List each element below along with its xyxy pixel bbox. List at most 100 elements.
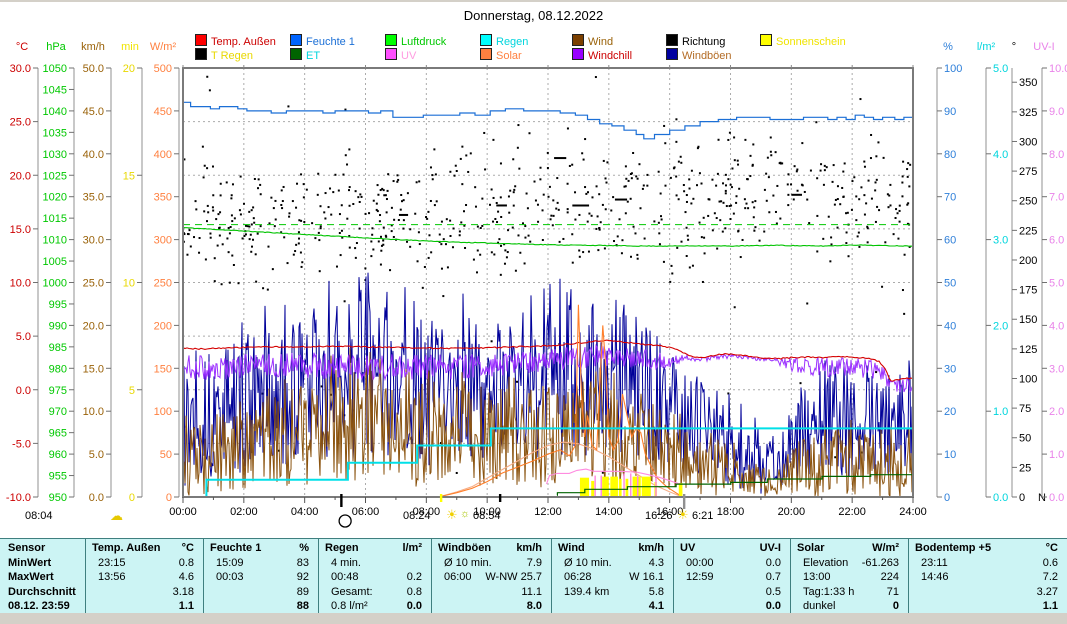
svg-text:5: 5 [129,385,135,397]
svg-text:00:00: 00:00 [169,506,197,518]
row-label: MaxWert [8,571,54,583]
svg-text:hPa: hPa [46,41,66,53]
svg-text:1035: 1035 [43,127,67,139]
day-extra-time: 6:21 [692,510,713,522]
svg-text:15.0: 15.0 [83,363,104,375]
unit-headers: °ChPakm/hminW/m²%l/m²°UV-I [16,41,1055,53]
svg-text:275: 275 [1019,166,1037,178]
cell-value: 7.2 [908,571,1058,583]
svg-text:985: 985 [49,342,67,354]
cell-value: 11.1 [431,586,542,598]
column-unit: km/h [551,542,664,554]
svg-text:225: 225 [1019,225,1037,237]
svg-text:75: 75 [1019,403,1031,415]
svg-text:04:00: 04:00 [291,506,319,518]
axis-: 0N25507510012515017520022525027530032535… [1012,68,1046,504]
svg-text:5.0: 5.0 [1049,278,1064,290]
column-unit: °C [908,542,1058,554]
axis-Wm: 050100150200250300350400450500 [154,63,179,504]
column-unit: °C [85,542,194,554]
svg-text:40.0: 40.0 [83,149,104,161]
svg-text:5.0: 5.0 [16,331,31,343]
svg-text:5.0: 5.0 [993,63,1008,75]
cell-value: 92 [203,571,309,583]
svg-text:15: 15 [123,170,135,182]
cell-value: 0 [790,600,899,612]
svg-text:1025: 1025 [43,170,67,182]
axis-min: 05101520 [123,63,142,504]
svg-text:1015: 1015 [43,213,67,225]
twilight-icon: ☼ [460,508,470,521]
stats-table: Sensor MinWert MaxWert Durchschnitt 08.12. 2… [0,538,1067,615]
svg-text:500: 500 [154,63,172,75]
svg-text:km/h: km/h [81,41,105,53]
svg-text:50: 50 [1019,433,1031,445]
weather-cloud-icon: ☁ [110,509,123,522]
weather-chart: -10.0-5.00.05.010.015.020.025.030.095095… [0,0,1067,624]
svg-text:30: 30 [944,363,956,375]
svg-text:50: 50 [160,449,172,461]
cell-value: 0.8 [85,557,194,569]
row-label: MinWert [8,557,51,569]
svg-text:°C: °C [16,41,28,53]
svg-text:0.0: 0.0 [993,492,1008,504]
svg-text:990: 990 [49,320,67,332]
svg-text:%: % [943,41,953,53]
svg-text:450: 450 [154,106,172,118]
svg-text:9.0: 9.0 [1049,106,1064,118]
svg-text:-5.0: -5.0 [12,438,31,450]
svg-text:100: 100 [154,406,172,418]
svg-text:0.0: 0.0 [89,492,104,504]
svg-text:300: 300 [1019,136,1037,148]
svg-text:7.0: 7.0 [1049,192,1064,204]
cell-value: 4.1 [551,600,664,612]
sunrise-time: 08:24 [403,510,431,522]
cell-value: 0.2 [318,571,422,583]
row-label: Durchschnitt [8,586,76,598]
axis-C: -10.0-5.00.05.010.015.020.025.030.0 [6,63,38,504]
svg-text:20.0: 20.0 [10,170,31,182]
svg-text:10: 10 [944,449,956,461]
column-unit: W/m² [790,542,899,554]
svg-text:1005: 1005 [43,256,67,268]
column-unit: % [203,542,309,554]
svg-text:0: 0 [944,492,950,504]
row-label: 08.12. 23:59 [8,600,70,612]
column-unit: km/h [431,542,542,554]
axis-lm: 0.01.02.03.04.05.0 [986,63,1008,504]
svg-text:3.0: 3.0 [1049,363,1064,375]
svg-text:125: 125 [1019,344,1037,356]
svg-text:1.0: 1.0 [1049,449,1064,461]
cell-value: W-NW 25.7 [431,571,542,583]
svg-text:6.0: 6.0 [1049,235,1064,247]
svg-text:250: 250 [154,278,172,290]
cell-value: 0.6 [908,557,1058,569]
svg-text:400: 400 [154,149,172,161]
svg-text:0: 0 [1019,492,1025,504]
svg-text:325: 325 [1019,107,1037,119]
axis-hPa: 9509559609659709759809859909951000100510… [43,63,74,504]
axis-UVI: 0.01.02.03.04.05.06.07.08.09.010.0 [1042,63,1067,504]
svg-text:4.0: 4.0 [993,149,1008,161]
svg-text:10.0: 10.0 [10,278,31,290]
svg-text:8.0: 8.0 [1049,149,1064,161]
svg-text:25.0: 25.0 [10,117,31,129]
cell-value: 3.27 [908,586,1058,598]
svg-text:22:00: 22:00 [838,506,866,518]
svg-text:W/m²: W/m² [150,41,177,53]
svg-text:80: 80 [944,149,956,161]
cell-label: 4 min. [331,557,361,569]
svg-text:UV-I: UV-I [1033,41,1054,53]
svg-text:3.0: 3.0 [993,235,1008,247]
svg-text:35.0: 35.0 [83,192,104,204]
svg-text:1050: 1050 [43,63,67,75]
svg-text:2.0: 2.0 [993,320,1008,332]
svg-text:350: 350 [154,192,172,204]
row-label: Sensor [8,542,45,554]
svg-text:12:00: 12:00 [534,506,562,518]
svg-text:50: 50 [944,278,956,290]
sunrise-end-time: 08:54 [473,510,501,522]
svg-text:10: 10 [123,278,135,290]
svg-text:1045: 1045 [43,84,67,96]
column-unit: l/m² [318,542,422,554]
